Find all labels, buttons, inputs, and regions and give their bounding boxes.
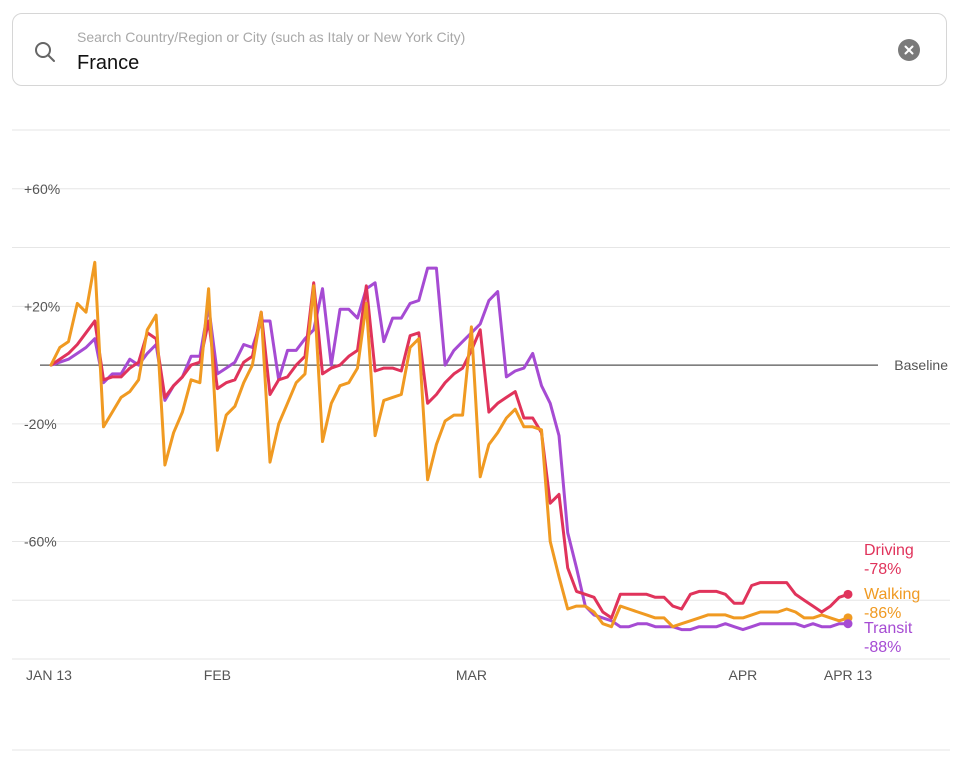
search-bar[interactable]: Search Country/Region or City (such as I… (12, 13, 947, 86)
y-tick-label: +20% (24, 298, 60, 314)
x-axis-ticks: JAN 13 FEB MAR APR APR 13 (26, 667, 872, 683)
series-end-labels: Driving -78% Walking -86%Transit -88% (864, 542, 920, 656)
y-tick-label: +60% (24, 181, 60, 197)
series-name-driving: Driving (864, 542, 914, 559)
series-lines (49, 260, 853, 632)
series-end-point-transit (843, 619, 853, 629)
grid-lines (12, 129, 950, 751)
series-name-walking: Walking (864, 586, 920, 603)
series-value-transit: -88% (864, 639, 901, 656)
chart-svg: +60% +20% -20% -60% JAN 13 FEB MAR APR APR 13 B… (12, 129, 950, 751)
baseline-label: Baseline (894, 357, 948, 373)
clear-search-button[interactable] (898, 39, 920, 61)
y-axis-ticks: +60% +20% -20% -60% (24, 181, 60, 550)
series-value-walking: -86% (864, 605, 901, 622)
series-line-driving (49, 281, 850, 620)
baseline: Baseline (40, 357, 948, 373)
y-tick-label: -60% (24, 533, 57, 549)
search-placeholder: Search Country/Region or City (such as I… (77, 29, 466, 45)
series-line-walking (49, 260, 850, 629)
x-tick-label: APR 13 (824, 667, 872, 683)
x-tick-label: FEB (204, 667, 231, 683)
search-input[interactable]: France (77, 52, 140, 74)
series-value-driving: -78% (864, 561, 901, 578)
x-tick-label: APR (729, 667, 758, 683)
clear-icon (904, 45, 914, 55)
x-tick-label: MAR (456, 667, 487, 683)
mobility-chart: +60% +20% -20% -60% JAN 13 FEB MAR APR APR 13 B… (0, 100, 963, 760)
x-tick-label: JAN 13 (26, 667, 72, 683)
series-name-transit: Transit (864, 620, 913, 637)
series-end-point-driving (843, 589, 853, 599)
y-tick-label: -20% (24, 416, 57, 432)
search-icon (33, 40, 57, 64)
